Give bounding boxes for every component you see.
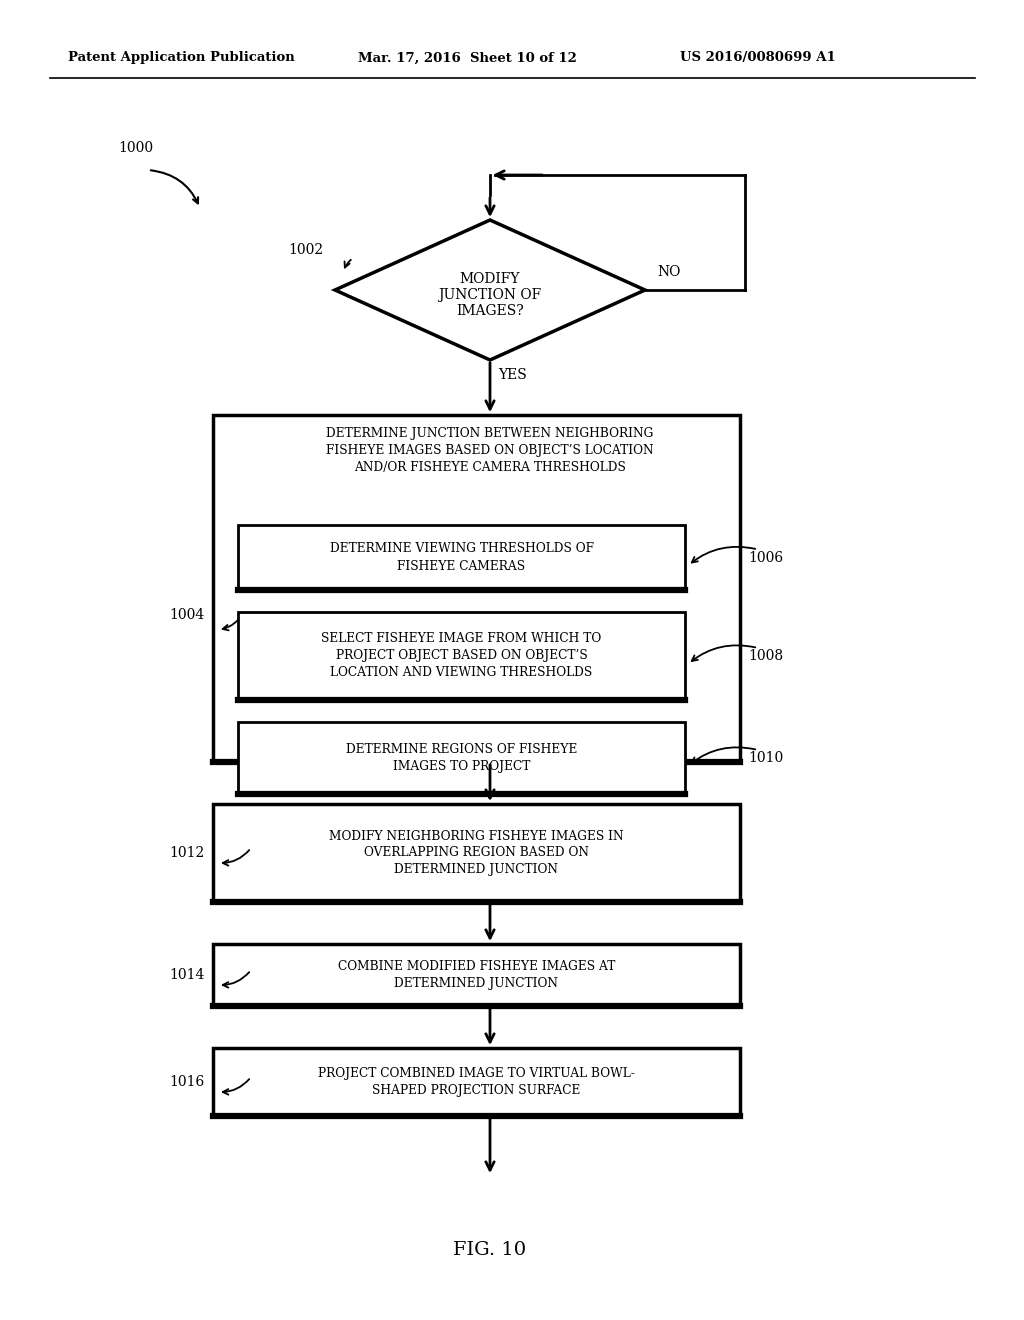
Text: MODIFY
JUNCTION OF
IMAGES?: MODIFY JUNCTION OF IMAGES?: [438, 272, 542, 318]
Text: 1010: 1010: [748, 751, 783, 766]
Text: YES: YES: [498, 368, 526, 381]
Text: 1012: 1012: [170, 846, 205, 861]
Text: Patent Application Publication: Patent Application Publication: [68, 51, 295, 65]
Text: NO: NO: [657, 265, 680, 279]
Text: PROJECT COMBINED IMAGE TO VIRTUAL BOWL-
SHAPED PROJECTION SURFACE: PROJECT COMBINED IMAGE TO VIRTUAL BOWL- …: [318, 1067, 635, 1097]
Text: 1016: 1016: [170, 1074, 205, 1089]
Text: Mar. 17, 2016  Sheet 10 of 12: Mar. 17, 2016 Sheet 10 of 12: [358, 51, 577, 65]
Text: MODIFY NEIGHBORING FISHEYE IMAGES IN
OVERLAPPING REGION BASED ON
DETERMINED JUNC: MODIFY NEIGHBORING FISHEYE IMAGES IN OVE…: [329, 829, 624, 876]
Bar: [238, 525, 685, 590]
Text: DETERMINE REGIONS OF FISHEYE
IMAGES TO PROJECT: DETERMINE REGIONS OF FISHEYE IMAGES TO P…: [346, 743, 578, 774]
Text: 1006: 1006: [748, 550, 783, 565]
Bar: [213, 804, 740, 902]
Text: US 2016/0080699 A1: US 2016/0080699 A1: [680, 51, 836, 65]
Text: 1002: 1002: [288, 243, 323, 257]
Text: DETERMINE VIEWING THRESHOLDS OF
FISHEYE CAMERAS: DETERMINE VIEWING THRESHOLDS OF FISHEYE …: [330, 543, 594, 573]
Bar: [238, 722, 685, 795]
Bar: [238, 612, 685, 700]
Text: FIG. 10: FIG. 10: [454, 1241, 526, 1259]
Text: 1008: 1008: [748, 649, 783, 663]
Text: COMBINE MODIFIED FISHEYE IMAGES AT
DETERMINED JUNCTION: COMBINE MODIFIED FISHEYE IMAGES AT DETER…: [338, 960, 615, 990]
Text: SELECT FISHEYE IMAGE FROM WHICH TO
PROJECT OBJECT BASED ON OBJECT’S
LOCATION AND: SELECT FISHEYE IMAGE FROM WHICH TO PROJE…: [322, 632, 602, 680]
Bar: [213, 1048, 740, 1115]
Text: 1004: 1004: [170, 609, 205, 622]
Bar: [213, 944, 740, 1006]
Text: 1014: 1014: [170, 968, 205, 982]
Text: DETERMINE JUNCTION BETWEEN NEIGHBORING
FISHEYE IMAGES BASED ON OBJECT’S LOCATION: DETERMINE JUNCTION BETWEEN NEIGHBORING F…: [327, 426, 653, 474]
Bar: [213, 414, 740, 762]
Text: 1000: 1000: [118, 141, 154, 154]
